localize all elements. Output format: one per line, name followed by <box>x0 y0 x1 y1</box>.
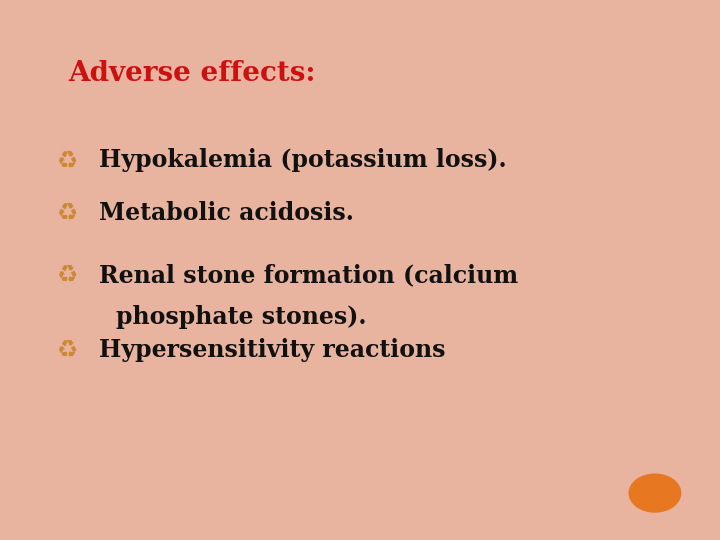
Text: ♻: ♻ <box>57 263 78 287</box>
Text: Metabolic acidosis.: Metabolic acidosis. <box>99 201 354 225</box>
Text: ♻: ♻ <box>57 338 78 362</box>
Text: ♻: ♻ <box>57 148 78 172</box>
Text: phosphate stones).: phosphate stones). <box>116 305 366 329</box>
Text: Adverse effects:: Adverse effects: <box>68 60 316 87</box>
Text: ♻: ♻ <box>57 201 78 225</box>
Text: Hypersensitivity reactions: Hypersensitivity reactions <box>99 338 446 362</box>
Text: Renal stone formation (calcium: Renal stone formation (calcium <box>99 263 518 287</box>
Text: Hypokalemia (potassium loss).: Hypokalemia (potassium loss). <box>99 148 507 172</box>
Circle shape <box>629 474 680 512</box>
